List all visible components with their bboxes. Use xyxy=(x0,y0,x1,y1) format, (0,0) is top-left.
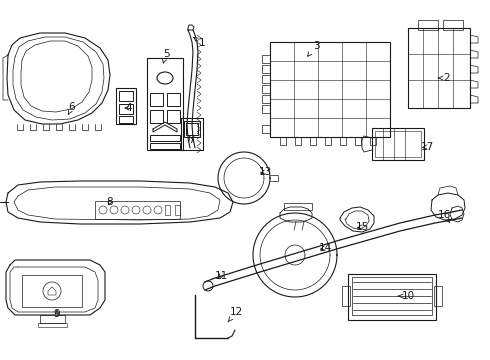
Text: 3: 3 xyxy=(308,41,319,56)
Bar xyxy=(375,131,421,157)
Text: 5: 5 xyxy=(163,49,170,63)
Bar xyxy=(22,275,82,307)
Bar xyxy=(119,116,133,123)
Bar xyxy=(342,286,350,306)
Text: 16: 16 xyxy=(438,210,451,223)
Bar xyxy=(150,135,180,141)
Bar xyxy=(284,203,312,210)
Text: 10: 10 xyxy=(398,291,415,301)
Bar xyxy=(147,58,183,150)
Bar xyxy=(150,110,163,123)
Text: 2: 2 xyxy=(438,73,450,83)
Bar xyxy=(40,315,65,323)
Text: 11: 11 xyxy=(215,271,228,281)
Bar xyxy=(150,143,180,149)
Text: 4: 4 xyxy=(125,103,132,113)
Bar xyxy=(167,93,180,106)
Bar xyxy=(408,28,470,108)
Bar xyxy=(167,110,180,123)
Text: 15: 15 xyxy=(355,222,368,232)
Bar xyxy=(150,93,163,106)
Bar xyxy=(270,42,390,137)
Bar xyxy=(184,121,200,137)
Text: 13: 13 xyxy=(258,167,271,177)
Bar xyxy=(348,274,436,320)
Bar xyxy=(116,88,136,124)
Bar xyxy=(119,91,133,101)
Bar xyxy=(418,20,438,30)
Bar xyxy=(181,118,203,150)
Text: 12: 12 xyxy=(228,307,243,322)
Bar xyxy=(434,286,442,306)
Text: 14: 14 xyxy=(318,243,332,253)
Bar xyxy=(95,201,180,219)
Text: 7: 7 xyxy=(188,135,195,145)
Text: 8: 8 xyxy=(107,197,113,207)
Text: 1: 1 xyxy=(194,37,205,48)
Text: 17: 17 xyxy=(420,142,434,152)
Bar xyxy=(38,323,67,327)
Text: 9: 9 xyxy=(54,309,60,319)
Bar xyxy=(372,128,424,160)
Bar xyxy=(443,20,463,30)
Bar xyxy=(119,104,133,114)
Bar xyxy=(186,123,198,135)
Bar xyxy=(352,277,432,315)
Text: 6: 6 xyxy=(68,102,75,115)
